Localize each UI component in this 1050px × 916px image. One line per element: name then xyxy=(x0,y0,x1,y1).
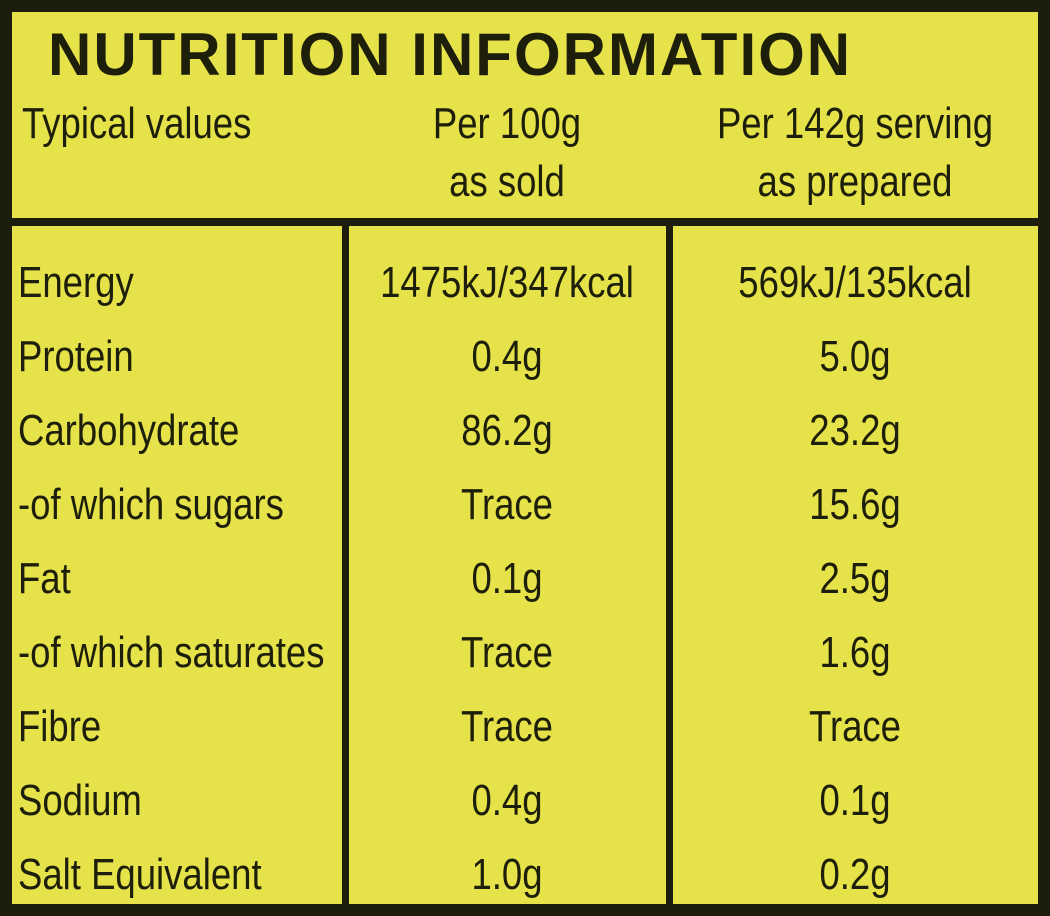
per100-value: Trace xyxy=(460,702,554,751)
table-row: Salt Equivalent 1.0g 0.2g xyxy=(12,840,1038,904)
serving-value: 0.2g xyxy=(819,850,891,899)
table-row: Sodium 0.4g 0.1g xyxy=(12,766,1038,836)
table-row: Energy 1475kJ/347kcal 569kJ/135kcal xyxy=(12,248,1038,318)
serving-value: 569kJ/135kcal xyxy=(738,258,972,307)
per100-value: 0.4g xyxy=(471,776,543,825)
per100-value: 1.0g xyxy=(471,850,543,899)
nutrient-name: Energy xyxy=(18,258,134,307)
column-divider-right xyxy=(666,226,673,904)
nutrient-name: Salt Equivalent xyxy=(18,850,262,899)
serving-value: 15.6g xyxy=(809,480,901,529)
per100-header-line1: Per 100g xyxy=(432,99,582,148)
serving-header-line1: Per 142g serving xyxy=(716,99,994,148)
per100-header-line2: as sold xyxy=(449,157,565,206)
column-divider-left xyxy=(342,226,349,904)
nutrient-name: Protein xyxy=(18,332,134,381)
serving-value: 23.2g xyxy=(809,406,901,455)
typical-values-header: Typical values xyxy=(22,99,252,148)
per100-value: Trace xyxy=(460,628,554,677)
nutrient-name: Sodium xyxy=(18,776,142,825)
per100-value: 0.4g xyxy=(471,332,543,381)
per100-value: 1475kJ/347kcal xyxy=(380,258,634,307)
serving-header-line2: as prepared xyxy=(757,157,953,206)
serving-value: Trace xyxy=(808,702,902,751)
table-row: Fat 0.1g 2.5g xyxy=(12,544,1038,614)
table-row: Carbohydrate 86.2g 23.2g xyxy=(12,396,1038,466)
serving-value: 5.0g xyxy=(819,332,891,381)
nutrient-name: Fat xyxy=(18,554,71,603)
nutrient-name: Carbohydrate xyxy=(18,406,240,455)
nutrient-name: -of which saturates xyxy=(18,628,325,677)
per100-value: 0.1g xyxy=(471,554,543,603)
nutrition-title: NUTRITION INFORMATION xyxy=(48,21,853,88)
header-divider xyxy=(12,218,1038,226)
serving-value: 1.6g xyxy=(819,628,891,677)
table-row: Protein 0.4g 5.0g xyxy=(12,322,1038,392)
table-row: -of which saturates Trace 1.6g xyxy=(12,618,1038,688)
nutrient-name: -of which sugars xyxy=(18,480,284,529)
serving-value: 0.1g xyxy=(819,776,891,825)
per100-value: Trace xyxy=(460,480,554,529)
nutrient-name: Fibre xyxy=(18,702,102,751)
per100-value: 86.2g xyxy=(461,406,553,455)
serving-value: 2.5g xyxy=(819,554,891,603)
table-row: Fibre Trace Trace xyxy=(12,692,1038,762)
table-row: -of which sugars Trace 15.6g xyxy=(12,470,1038,540)
